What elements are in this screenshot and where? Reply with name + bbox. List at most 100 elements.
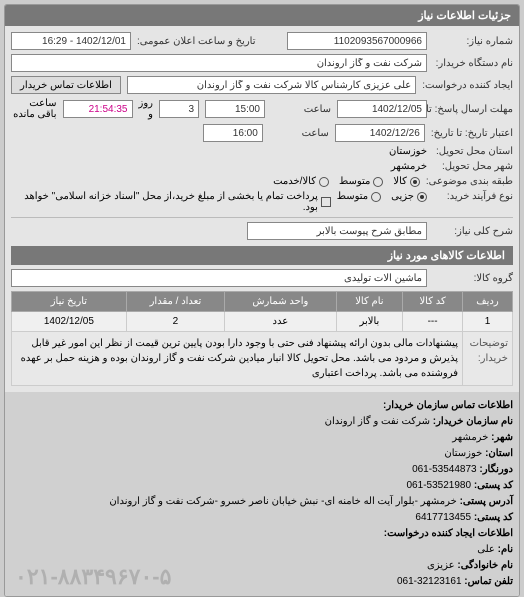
province-label: استان محل تحویل: — [433, 146, 513, 157]
footer-city: خرمشهر — [452, 432, 488, 443]
validity-label: اعتبار تاریخ: تا تاریخ: — [431, 128, 513, 139]
remaining-time-input[interactable] — [63, 100, 133, 118]
need-desc-label: شرح کلی نیاز: — [433, 226, 513, 237]
remaining-days-input[interactable] — [159, 100, 199, 118]
th-date: تاریخ نیاز — [12, 292, 127, 312]
table-desc-row: توضیحات خریدار: پیشنهادات مالی بدون ارائ… — [12, 332, 513, 386]
footer-postcode: 6417713455 — [415, 512, 471, 523]
desc-label: توضیحات خریدار: — [463, 332, 513, 386]
province-value: خوزستان — [11, 146, 427, 157]
validity-date-input[interactable] — [335, 124, 425, 142]
radio-icon — [410, 177, 420, 187]
footer-address-row: آدرس پستی: خرمشهر -بلوار آیت اله خامنه ا… — [11, 494, 513, 510]
radio-icon — [319, 177, 329, 187]
time-label-2: ساعت — [269, 128, 329, 139]
buyer-org-label: نام دستگاه خریدار: — [433, 58, 513, 69]
classification-label: طبقه بندی موضوعی: — [426, 176, 513, 187]
city-label: شهر محل تحویل: — [433, 161, 513, 172]
footer-address: خرمشهر -بلوار آیت اله خامنه ای- نبش خیاب… — [109, 496, 456, 507]
radio-mid[interactable]: متوسط — [339, 176, 383, 187]
footer-contact: اطلاعات تماس سازمان خریدار: نام سازمان خ… — [5, 392, 519, 596]
response-date-input[interactable] — [337, 100, 427, 118]
radio-icon — [373, 177, 383, 187]
footer-postal: 53521980-061 — [407, 480, 472, 491]
cell-code: --- — [403, 312, 463, 332]
group-input[interactable] — [11, 269, 427, 287]
footer-fax-label: دورنگار: — [479, 464, 513, 475]
footer-city-label: شهر: — [491, 432, 513, 443]
footer-province: خوزستان — [444, 448, 482, 459]
footer-phone: 32123161-061 — [397, 576, 462, 587]
checkbox-icon — [321, 197, 331, 207]
row-validity: اعتبار تاریخ: تا تاریخ: ساعت — [11, 124, 513, 142]
requester-input[interactable] — [127, 76, 416, 94]
divider — [11, 217, 513, 218]
row-buyer-org: نام دستگاه خریدار: — [11, 54, 513, 72]
validity-time-input[interactable] — [203, 124, 263, 142]
footer-lastname: عزیزی — [427, 560, 455, 571]
footer-province-row: استان: خوزستان — [11, 446, 513, 462]
footer-org-row: نام سازمان خریدار: شرکت نفت و گاز اروندا… — [11, 414, 513, 430]
radio-icon — [417, 192, 427, 202]
footer-phone-label: تلفن تماس: — [464, 576, 513, 587]
row-process: نوع فرآیند خرید: جزیی متوسط پرداخت تمام … — [11, 191, 513, 213]
buyer-org-input[interactable] — [11, 54, 427, 72]
table-row[interactable]: 1 --- بالابر عدد 2 1402/12/05 — [12, 312, 513, 332]
th-index: ردیف — [463, 292, 513, 312]
footer-name-row: نام: علی — [11, 542, 513, 558]
classification-radio-group: کالا متوسط کالا/خدمت — [273, 176, 420, 187]
announce-label: تاریخ و ساعت اعلان عمومی: — [137, 36, 256, 47]
row-requester: ایجاد کننده درخواست: اطلاعات تماس خریدار — [11, 76, 513, 94]
cell-unit: عدد — [225, 312, 336, 332]
footer-postal-row: کد پستی: 53521980-061 — [11, 478, 513, 494]
footer-address-label: آدرس پستی: — [460, 496, 513, 507]
footer-postcode-label: کد پستی: — [474, 512, 513, 523]
row-city: شهر محل تحویل: خرمشهر — [11, 161, 513, 172]
contact-buyer-button[interactable]: اطلاعات تماس خریدار — [11, 76, 121, 94]
radio-partial[interactable]: جزیی — [391, 191, 427, 202]
radio-icon — [371, 192, 381, 202]
row-response-deadline: مهلت ارسال پاسخ: تا تاریخ: ساعت روز و سا… — [11, 98, 513, 120]
desc-text: پیشنهادات مالی بدون ارائه پیشنهاد فنی حت… — [12, 332, 463, 386]
th-qty: تعداد / مقدار — [126, 292, 224, 312]
footer-fax: 53544873-061 — [412, 464, 477, 475]
announce-date-input[interactable] — [11, 32, 131, 50]
cell-date: 1402/12/05 — [12, 312, 127, 332]
footer-fax-row: دورنگار: 53544873-061 — [11, 462, 513, 478]
footer-title: اطلاعات تماس سازمان خریدار: — [11, 398, 513, 414]
response-time-input[interactable] — [205, 100, 265, 118]
payment-note-check[interactable]: پرداخت تمام یا بخشی از مبلغ خرید،از محل … — [11, 191, 331, 213]
footer-org: شرکت نفت و گاز اروندان — [325, 416, 430, 427]
footer-city-row: شهر: خرمشهر — [11, 430, 513, 446]
row-req-no: شماره نیاز: تاریخ و ساعت اعلان عمومی: — [11, 32, 513, 50]
radio-mid2[interactable]: متوسط — [337, 191, 381, 202]
th-code: کد کالا — [403, 292, 463, 312]
row-need-desc: شرح کلی نیاز: — [11, 222, 513, 240]
process-label: نوع فرآیند خرید: — [433, 191, 513, 202]
footer-province-label: استان: — [485, 448, 513, 459]
panel-title: جزئیات اطلاعات نیاز — [5, 5, 519, 26]
need-desc-input[interactable] — [247, 222, 427, 240]
th-name: نام کالا — [336, 292, 403, 312]
th-unit: واحد شمارش — [225, 292, 336, 312]
footer-lastname-label: نام خانوادگی: — [457, 560, 513, 571]
footer-org-label: نام سازمان خریدار: — [433, 416, 513, 427]
footer-postcode-row: کد پستی: 6417713455 — [11, 510, 513, 526]
items-table: ردیف کد کالا نام کالا واحد شمارش تعداد /… — [11, 291, 513, 386]
cell-name: بالابر — [336, 312, 403, 332]
cell-qty: 2 — [126, 312, 224, 332]
row-classification: طبقه بندی موضوعی: کالا متوسط کالا/خدمت — [11, 176, 513, 187]
footer-name-label: نام: — [498, 544, 513, 555]
radio-all[interactable]: کالا — [393, 176, 420, 187]
response-deadline-label: مهلت ارسال پاسخ: تا تاریخ: — [433, 104, 513, 115]
table-header-row: ردیف کد کالا نام کالا واحد شمارش تعداد /… — [12, 292, 513, 312]
group-label: گروه کالا: — [433, 273, 513, 284]
remaining-suffix: ساعت باقی مانده — [11, 98, 57, 120]
radio-service[interactable]: کالا/خدمت — [273, 176, 329, 187]
time-label-1: ساعت — [271, 104, 331, 115]
req-no-input[interactable] — [287, 32, 427, 50]
row-group: گروه کالا: — [11, 269, 513, 287]
footer-postal-label: کد پستی: — [474, 480, 513, 491]
footer-name: علی — [477, 544, 495, 555]
requester-label: ایجاد کننده درخواست: — [422, 80, 513, 91]
